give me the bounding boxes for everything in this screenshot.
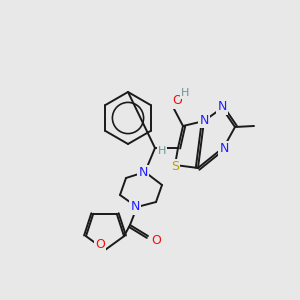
Text: H: H [158,146,166,156]
Text: O: O [151,235,161,248]
Text: O: O [95,238,105,250]
Text: N: N [217,100,227,113]
Text: N: N [138,166,148,178]
Text: N: N [199,113,209,127]
Text: H: H [181,88,189,98]
Text: O: O [172,94,182,107]
Text: N: N [219,142,229,154]
Text: S: S [171,160,179,172]
Text: N: N [130,200,140,214]
